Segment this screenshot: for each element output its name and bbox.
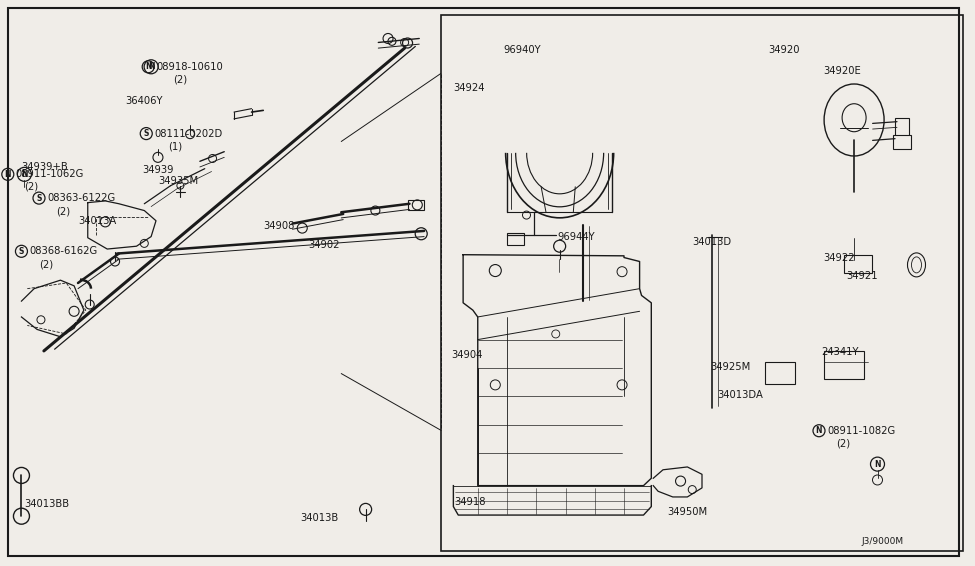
Text: 34950M: 34950M [667,507,707,517]
Text: 34013DA: 34013DA [718,390,763,400]
Text: 34908: 34908 [263,221,294,231]
Text: 34935M: 34935M [158,176,198,186]
Text: 34013D: 34013D [692,237,731,247]
Text: 08911-1082G: 08911-1082G [827,426,895,436]
Bar [895,118,909,136]
Text: 24341Y: 24341Y [821,347,858,357]
Bar [507,233,524,245]
Text: 34939+B: 34939+B [21,162,68,172]
Text: 34918: 34918 [454,497,486,507]
Text: 36406Y: 36406Y [125,96,162,106]
Text: N: N [875,460,880,469]
Text: N: N [816,426,822,435]
Text: (2): (2) [57,206,70,216]
Text: N: N [5,170,11,179]
Text: 96940Y: 96940Y [503,45,541,55]
Bar [765,362,796,384]
Text: 34925M: 34925M [710,362,750,372]
Text: 08368-6162G: 08368-6162G [29,246,98,256]
Text: J3/9000M: J3/9000M [862,537,904,546]
Text: 08363-6122G: 08363-6122G [47,193,115,203]
Bar [824,351,864,379]
Text: 34904: 34904 [451,350,483,360]
Text: N: N [145,62,151,71]
Text: N: N [21,170,27,179]
Text: (2): (2) [39,260,53,270]
Text: S: S [19,247,24,256]
Text: 34920: 34920 [768,45,800,55]
Text: 34013B: 34013B [300,513,338,524]
Bar [893,135,911,149]
Text: 34902: 34902 [308,239,339,250]
Text: 34921: 34921 [846,271,878,281]
Text: 34922: 34922 [823,253,854,263]
Text: N: N [148,62,154,71]
Bar [441,15,963,551]
Text: 08111-0202D: 08111-0202D [154,128,222,139]
Text: 96944Y: 96944Y [558,231,596,242]
Text: 08918-10610: 08918-10610 [156,62,223,72]
Text: (1): (1) [168,141,181,151]
Text: S: S [36,194,42,203]
Bar [844,255,873,273]
Text: 34013BB: 34013BB [24,499,69,509]
Text: 34924: 34924 [453,83,485,93]
Bar [408,200,423,211]
Text: (2): (2) [174,74,187,84]
Text: 34939: 34939 [142,165,174,175]
Text: S: S [143,129,149,138]
Text: (2): (2) [837,438,850,448]
Text: (2): (2) [24,182,38,192]
Text: 08911-1062G: 08911-1062G [16,169,84,179]
Text: 34920E: 34920E [823,66,861,76]
Text: 34013A: 34013A [78,216,116,226]
